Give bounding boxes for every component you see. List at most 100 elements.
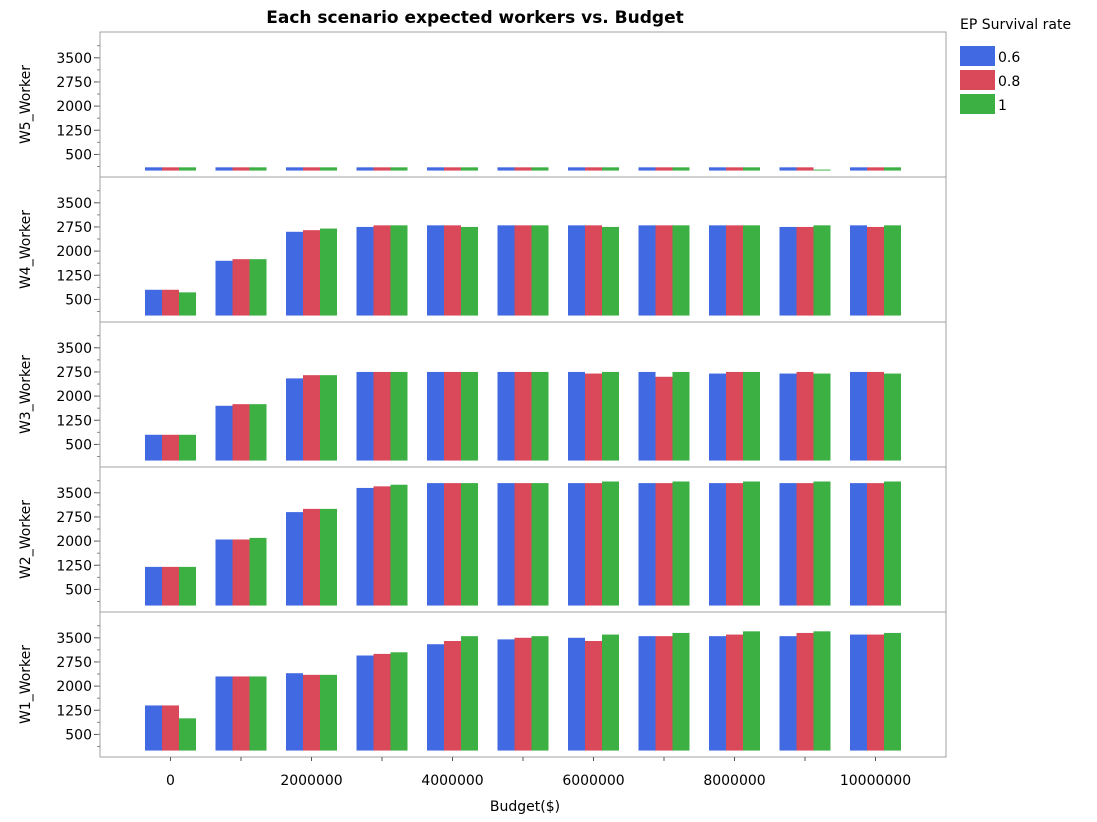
bar-0-8-2000000 (303, 375, 320, 461)
bar-1-3000000 (390, 225, 408, 316)
bar-1-10000000 (884, 225, 901, 316)
panel-w4-worker: 500 1250 2000 2750 3500 W4_Worker (18, 176, 947, 323)
bar-0-8-3000000 (373, 225, 391, 316)
bar-0-6-5000000 (497, 167, 515, 171)
bar-0-8-5000000 (514, 637, 532, 751)
bar-0-6-9000000 (779, 167, 797, 171)
legend: EP Survival rate 0.6 0.8 1 (960, 17, 1071, 114)
bar-0-6-5000000 (497, 225, 515, 316)
panel-w2-worker: 500 1250 2000 2750 3500 W2_Worker (18, 466, 947, 613)
y-tick-label: 2750 (56, 655, 92, 671)
bar-1-10000000 (884, 632, 901, 751)
bar-0-6-8000000 (709, 167, 726, 171)
y-tick-label: 1250 (56, 413, 92, 429)
y-tick-label: 2000 (56, 99, 92, 115)
legend-items: 0.6 0.8 1 (960, 46, 1020, 114)
panels: 500 1250 2000 2750 3500 W5_Worker 500 1250 2000 2… (18, 31, 947, 758)
x-tick-label: 10000000 (840, 773, 911, 789)
x-tick-label: 8000000 (703, 773, 765, 789)
bar-0-6-1000000 (215, 539, 233, 606)
bar-0-8-6000000 (585, 225, 602, 316)
y-axis-label: W1_Worker (18, 645, 34, 724)
bar-0-8-2000000 (303, 167, 320, 171)
y-tick-label: 2750 (56, 365, 92, 381)
y-tick-label: 500 (65, 292, 92, 308)
bar-0-6-9000000 (779, 373, 797, 461)
legend-label: 1 (998, 98, 1007, 114)
bar-0-8-1000000 (232, 676, 250, 751)
bar-1-8000000 (743, 371, 760, 461)
bar-0-8-4000000 (444, 167, 461, 171)
y-axis-label: W4_Worker (18, 210, 34, 289)
bar-1-2000000 (320, 375, 337, 461)
bar-0-8-7000000 (655, 225, 673, 316)
y-tick-label: 1250 (56, 123, 92, 139)
bar-0-8-10000000 (867, 634, 884, 751)
bar-1-9000000 (813, 225, 831, 316)
bar-0-8-5000000 (514, 225, 532, 316)
y-tick-label: 1250 (56, 558, 92, 574)
bar-0-8-9000000 (796, 226, 814, 316)
bar-0-6-4000000 (427, 644, 444, 751)
bar-0-6-1000000 (215, 260, 233, 316)
bar-0-6-1000000 (215, 676, 233, 751)
bar-0-8-5000000 (514, 483, 532, 606)
bar-0-8-7000000 (655, 167, 673, 171)
bar-1-0 (179, 167, 196, 171)
bar-0-6-6000000 (568, 637, 585, 751)
bar-0-6-7000000 (638, 636, 656, 751)
bar-0-8-3000000 (373, 167, 391, 171)
y-tick-label: 3500 (56, 341, 92, 357)
bar-1-8000000 (743, 225, 760, 316)
bar-0-8-8000000 (726, 167, 743, 171)
y-tick-label: 2750 (56, 220, 92, 236)
bar-0-6-5000000 (497, 639, 515, 751)
bar-1-0 (179, 292, 196, 316)
panel-w3-worker: 500 1250 2000 2750 3500 W3_Worker (18, 321, 947, 468)
bar-0-8-6000000 (585, 167, 602, 171)
bar-0-6-10000000 (850, 371, 867, 461)
y-tick-label: 1250 (56, 703, 92, 719)
bar-0-8-6000000 (585, 373, 602, 461)
bar-0-8-8000000 (726, 634, 743, 751)
bar-0-8-10000000 (867, 167, 884, 171)
x-tick-label: 0 (166, 773, 175, 789)
bar-0-6-9000000 (779, 636, 797, 751)
bar-1-10000000 (884, 373, 901, 461)
bar-0-8-7000000 (655, 376, 673, 461)
y-tick-label: 3500 (56, 486, 92, 502)
bar-0-8-8000000 (726, 483, 743, 606)
x-axis-label: Budget($) (490, 799, 560, 815)
y-axis-label: W2_Worker (18, 500, 34, 579)
x-tick-label: 2000000 (280, 773, 342, 789)
bar-0-8-1000000 (232, 167, 250, 171)
bar-1-4000000 (461, 226, 478, 316)
bar-0-8-10000000 (867, 483, 884, 606)
bar-1-0 (179, 718, 196, 751)
bar-0-8-9000000 (796, 483, 814, 606)
bar-0-6-6000000 (568, 483, 585, 606)
bar-1-6000000 (602, 371, 619, 461)
bar-0-6-4000000 (427, 483, 444, 606)
bar-1-7000000 (672, 225, 690, 316)
y-tick-label: 500 (65, 437, 92, 453)
bar-0-6-10000000 (850, 167, 867, 171)
bar-1-5000000 (531, 167, 549, 171)
bar-0-6-8000000 (709, 373, 726, 461)
legend-swatch-0-6 (960, 46, 995, 66)
bar-0-6-3000000 (356, 655, 374, 751)
bar-0-6-3000000 (356, 167, 374, 171)
legend-swatch-0-8 (960, 70, 995, 90)
panel-w5-worker: 500 1250 2000 2750 3500 W5_Worker (18, 31, 947, 178)
bar-0-6-1000000 (215, 167, 233, 171)
bar-1-4000000 (461, 167, 478, 171)
bar-0-6-2000000 (286, 378, 303, 461)
bar-0-6-10000000 (850, 483, 867, 606)
bar-1-1000000 (249, 676, 267, 751)
bar-1-5000000 (531, 636, 549, 751)
bar-1-3000000 (390, 484, 408, 606)
bar-0-6-3000000 (356, 487, 374, 606)
y-tick-label: 500 (65, 582, 92, 598)
bar-0-6-4000000 (427, 225, 444, 316)
